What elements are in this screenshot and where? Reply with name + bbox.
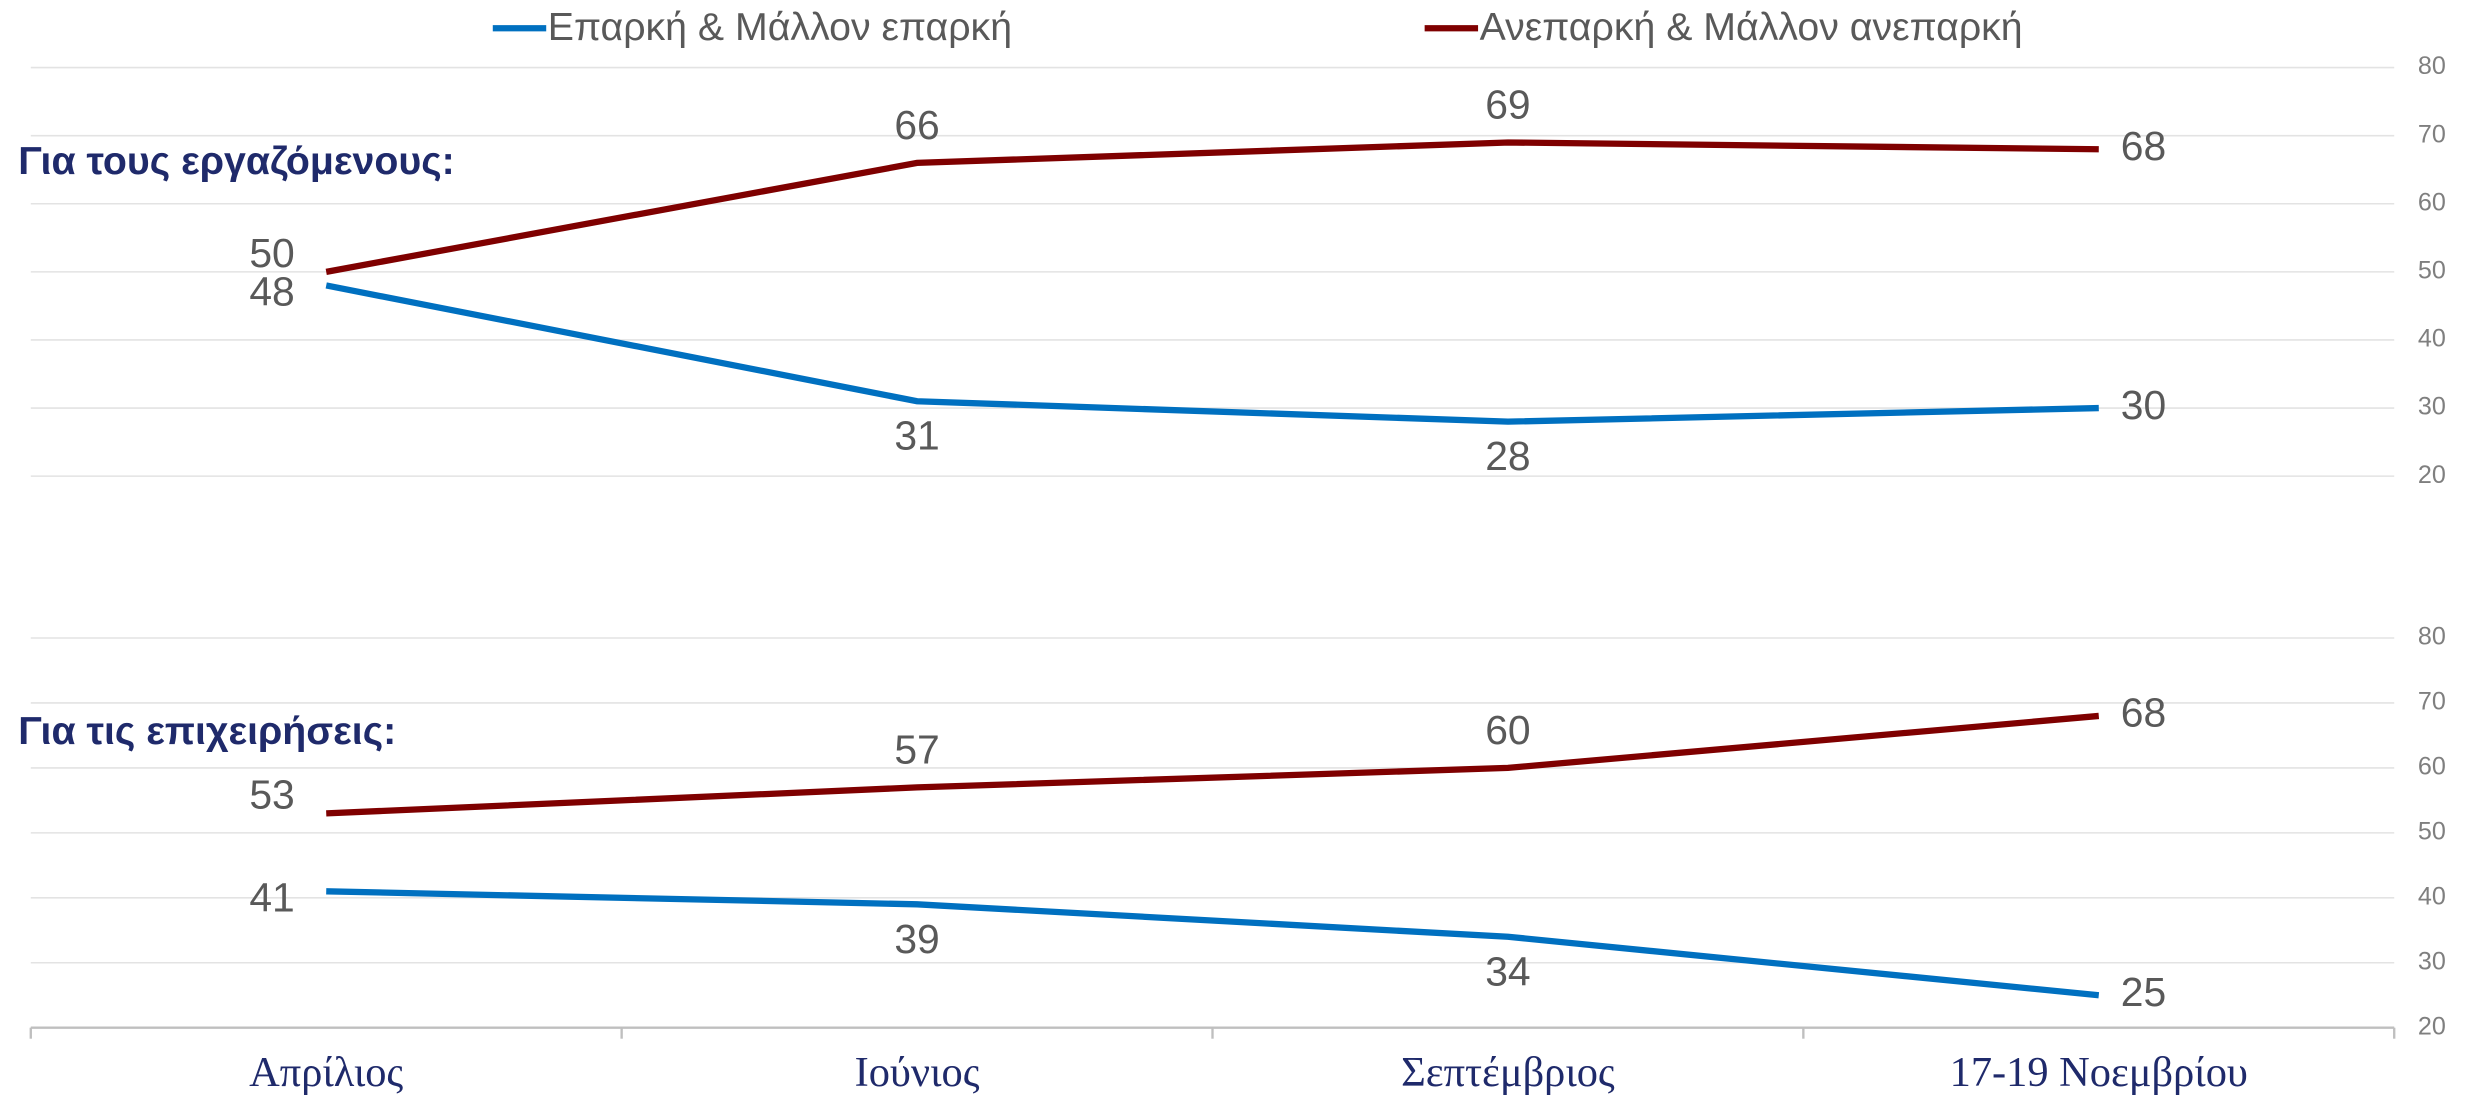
data-label: 68 (2121, 123, 2166, 169)
y-tick-label: 80 (2418, 52, 2446, 80)
data-label: 25 (2121, 969, 2166, 1015)
data-label: 41 (249, 875, 294, 921)
series-line (325, 139, 2099, 275)
data-label: 28 (1485, 433, 1530, 479)
y-tick-label: 50 (2418, 817, 2446, 845)
data-label: 48 (249, 269, 294, 315)
data-label: 50 (249, 230, 294, 276)
y-tick-label: 70 (2418, 120, 2446, 148)
data-label: 66 (894, 102, 939, 148)
data-label: 69 (1485, 82, 1530, 128)
x-tick-label: Ιούνιος (855, 1049, 980, 1096)
y-tick-label: 80 (2418, 623, 2446, 651)
y-tick-label: 30 (2418, 393, 2446, 421)
legend-label: Ανεπαρκή & Μάλλον ανεπαρκή (1480, 5, 2023, 49)
panel-title: Για τους εργαζόμενους: (18, 139, 454, 183)
y-tick-label: 40 (2418, 882, 2446, 910)
y-tick-label: 50 (2418, 256, 2446, 284)
data-label: 60 (1485, 707, 1530, 753)
legend-label: Επαρκή & Μάλλον επαρκή (548, 5, 1012, 49)
series-line (326, 888, 2100, 999)
x-tick-label: Απρίλιος (249, 1049, 403, 1096)
y-tick-label: 60 (2418, 188, 2446, 216)
data-label: 31 (894, 413, 939, 459)
data-label: 34 (1485, 948, 1530, 994)
series-line (326, 712, 2100, 817)
panel-title: Για τις επιχειρήσεις: (18, 709, 396, 753)
y-tick-label: 20 (2418, 461, 2446, 489)
y-tick-label: 40 (2418, 325, 2446, 353)
data-label: 68 (2121, 690, 2166, 736)
data-label: 30 (2121, 382, 2166, 428)
data-label: 53 (249, 771, 294, 817)
y-tick-label: 30 (2418, 947, 2446, 975)
y-tick-label: 60 (2418, 753, 2446, 781)
x-tick-label: 17-19 Νοεμβρίου (1950, 1049, 2248, 1096)
series-line (325, 282, 2099, 425)
y-tick-label: 20 (2418, 1012, 2446, 1040)
data-label: 57 (894, 727, 939, 773)
x-tick-label: Σεπτέμβριος (1401, 1049, 1615, 1096)
y-tick-label: 70 (2418, 688, 2446, 716)
data-label: 39 (894, 916, 939, 962)
